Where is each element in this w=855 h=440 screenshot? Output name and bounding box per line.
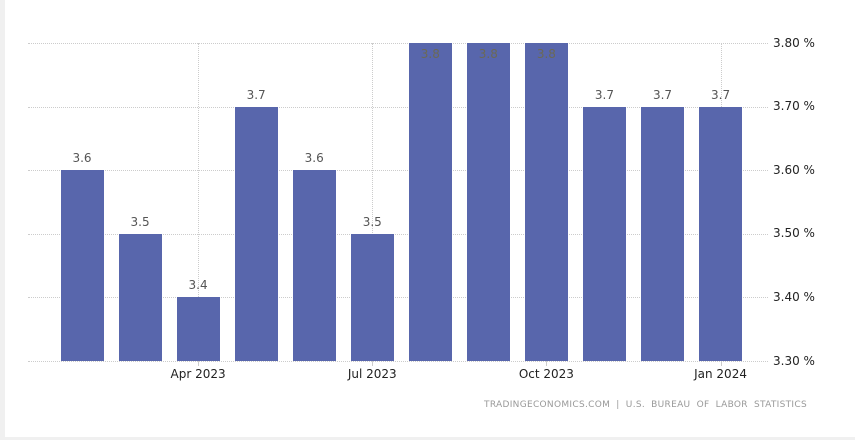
gridline-horizontal xyxy=(28,297,768,299)
x-axis-label: Jul 2023 xyxy=(347,367,397,381)
y-axis-label: 3.30 % xyxy=(773,353,815,368)
bar[interactable] xyxy=(524,43,568,361)
y-axis-label: 3.70 % xyxy=(773,99,815,114)
bar-value-label: 3.8 xyxy=(478,47,498,61)
source-attribution: TRADINGECONOMICS.COM | U.S. BUREAU OF LA… xyxy=(484,400,807,410)
bar-value-label: 3.6 xyxy=(72,151,92,166)
y-axis-label: 3.40 % xyxy=(773,289,815,304)
x-axis-tick xyxy=(720,361,722,366)
x-axis-tick xyxy=(198,361,200,366)
y-axis-label: 3.50 % xyxy=(773,226,815,241)
bar[interactable] xyxy=(699,106,743,361)
bar[interactable] xyxy=(60,170,104,361)
chart-left-border xyxy=(0,0,5,440)
bar-value-label: 3.6 xyxy=(304,151,324,166)
bar-value-label: 3.8 xyxy=(420,47,440,61)
bar-value-label: 3.7 xyxy=(246,87,266,102)
gridline-horizontal xyxy=(28,361,768,362)
bar[interactable] xyxy=(118,233,162,361)
bar-value-label: 3.7 xyxy=(711,87,731,102)
gridline-vertical xyxy=(372,43,374,361)
bar-value-label: 3.7 xyxy=(652,87,673,102)
gridline-horizontal xyxy=(28,233,768,235)
bar[interactable] xyxy=(641,106,684,361)
x-axis-tick xyxy=(372,361,374,366)
bar[interactable] xyxy=(350,233,394,361)
bar-value-label: 3.5 xyxy=(130,214,150,229)
bar-value-label: 3.8 xyxy=(536,47,556,61)
bar[interactable] xyxy=(176,297,220,361)
bar-value-label: 3.5 xyxy=(362,214,382,229)
x-axis-label: Apr 2023 xyxy=(170,367,226,381)
gridline-horizontal xyxy=(28,43,768,44)
y-axis-label: 3.60 % xyxy=(773,162,815,177)
gridline-vertical xyxy=(198,43,200,361)
x-axis-tick xyxy=(546,361,548,366)
bar[interactable] xyxy=(582,106,626,361)
bar[interactable] xyxy=(408,43,452,361)
x-axis-label: Jan 2024 xyxy=(694,367,747,381)
bar-value-label: 3.7 xyxy=(594,87,614,102)
y-axis-label: 3.80 % xyxy=(773,35,815,50)
gridline-horizontal xyxy=(28,170,768,172)
gridline-horizontal xyxy=(28,106,768,108)
bar-value-label: 3.4 xyxy=(188,278,208,293)
bar[interactable] xyxy=(292,170,336,361)
bar[interactable] xyxy=(234,106,278,361)
chart-bottom-border xyxy=(0,437,855,440)
x-axis-label: Oct 2023 xyxy=(518,367,574,381)
bar[interactable] xyxy=(466,43,510,361)
